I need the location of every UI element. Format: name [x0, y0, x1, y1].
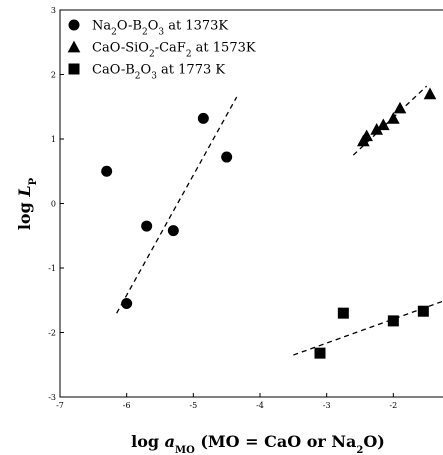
y-tick-label-6: 3 [51, 6, 56, 15]
fit-lines [116, 85, 443, 356]
y-tick-label-5: 2 [51, 71, 56, 80]
y-tick-label-3: 0 [51, 200, 56, 209]
legend-marker-1 [67, 40, 81, 53]
x-tick-label-5: -2 [389, 401, 397, 410]
y-tick-label-4: 1 [51, 135, 56, 144]
point-series2-1 [337, 307, 349, 319]
legend: Na2O-B2O3 at 1373K CaO-SiO2-CaF2 at 1573K… [67, 19, 256, 82]
x-tick-label-3: -4 [256, 401, 264, 410]
point-series1-4 [387, 112, 400, 124]
point-series1-3 [377, 118, 390, 131]
y-tick-label-0: -3 [48, 393, 56, 402]
point-series2-2 [387, 315, 399, 327]
x-tick-label-0: -7 [56, 401, 64, 410]
point-series0-5 [221, 151, 233, 163]
data-markers [101, 87, 437, 359]
point-series2-3 [417, 305, 429, 317]
point-series1-6 [423, 87, 437, 100]
fit-line-2 [293, 300, 443, 356]
legend-label-1: CaO-SiO2-CaF2 at 1573K [92, 41, 256, 60]
point-series0-4 [197, 112, 209, 124]
point-series0-3 [167, 225, 179, 237]
x-tick-label-1: -6 [123, 401, 131, 410]
y-axis-label: log LP [15, 177, 39, 230]
point-series0-1 [121, 297, 133, 309]
y-tick-label-1: -2 [48, 329, 56, 338]
y-tick-label-2: -1 [48, 264, 56, 273]
fit-line-1 [352, 85, 428, 156]
point-series0-2 [141, 220, 153, 232]
point-series0-0 [101, 165, 113, 177]
legend-label-2: CaO-B2O3 at 1773 K [92, 63, 225, 82]
fit-line-0 [116, 96, 238, 314]
point-series1-5 [393, 101, 407, 114]
x-tick-label-4: -3 [323, 401, 331, 410]
legend-marker-0 [68, 19, 80, 31]
x-tick-label-2: -5 [189, 401, 197, 410]
point-series2-0 [314, 347, 326, 359]
legend-label-0: Na2O-B2O3 at 1373K [92, 19, 228, 38]
point-series1-2 [370, 123, 383, 135]
legend-marker-2 [68, 63, 80, 75]
point-series1-1 [360, 129, 373, 142]
x-axis-label: log aMO (MO = CaO or Na2O) [131, 432, 385, 455]
